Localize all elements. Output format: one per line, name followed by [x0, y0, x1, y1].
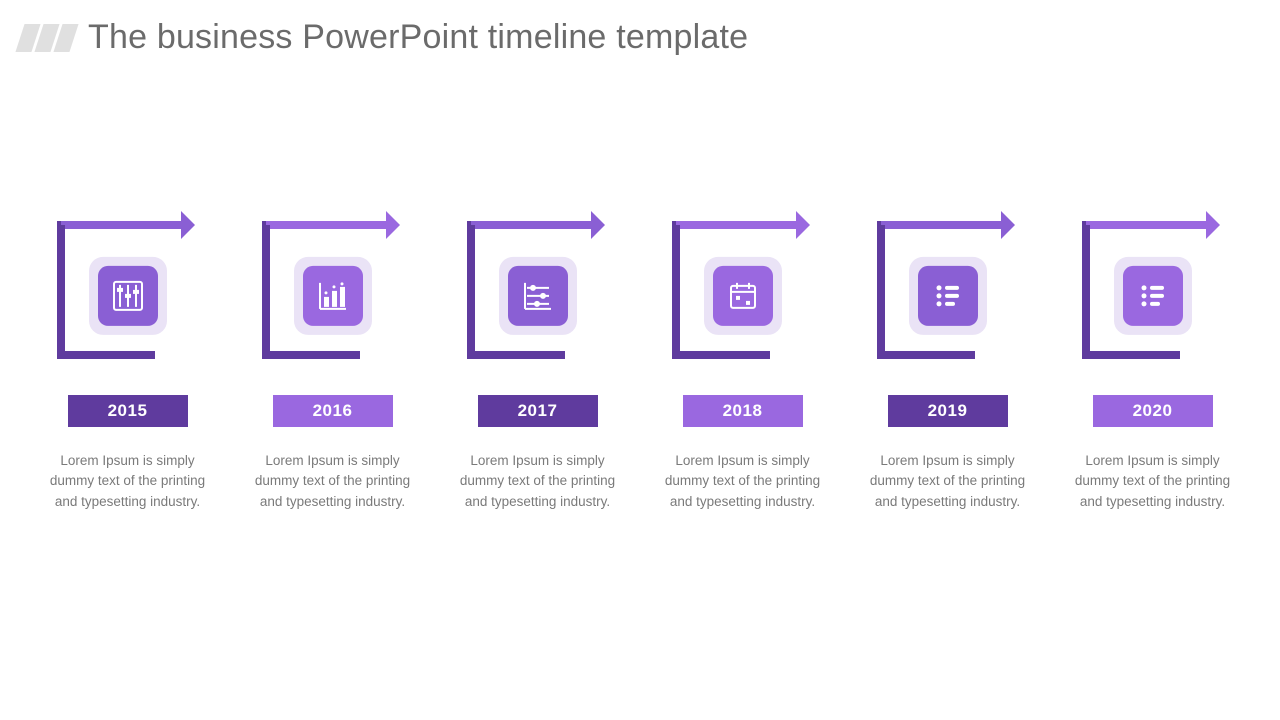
year-badge: 2016 — [273, 395, 393, 427]
timeline-frame — [43, 207, 213, 377]
timeline-description: Lorem Ipsum is simply dummy text of the … — [253, 451, 413, 512]
year-badge: 2015 — [68, 395, 188, 427]
icon-outer — [499, 257, 577, 335]
icon-outer — [89, 257, 167, 335]
slide-header: The business PowerPoint timeline templat… — [0, 0, 1280, 57]
timeline-description: Lorem Ipsum is simply dummy text of the … — [1073, 451, 1233, 512]
timeline-item: 2016 Lorem Ipsum is simply dummy text of… — [235, 207, 430, 512]
timeline-item: 2015 Lorem Ipsum is simply dummy text of… — [30, 207, 225, 512]
timeline-description: Lorem Ipsum is simply dummy text of the … — [663, 451, 823, 512]
icon-outer — [1114, 257, 1192, 335]
icon-outer — [704, 257, 782, 335]
timeline-frame — [658, 207, 828, 377]
timeline-icon-holder — [1114, 257, 1192, 335]
sliders-icon — [508, 266, 568, 326]
year-badge: 2017 — [478, 395, 598, 427]
timeline-frame — [863, 207, 1033, 377]
timeline-description: Lorem Ipsum is simply dummy text of the … — [868, 451, 1028, 512]
timeline-row: 2015 Lorem Ipsum is simply dummy text of… — [0, 57, 1280, 512]
timeline-item: 2018 Lorem Ipsum is simply dummy text of… — [645, 207, 840, 512]
year-badge: 2020 — [1093, 395, 1213, 427]
timeline-description: Lorem Ipsum is simply dummy text of the … — [458, 451, 618, 512]
timeline-icon-holder — [704, 257, 782, 335]
timeline-description: Lorem Ipsum is simply dummy text of the … — [48, 451, 208, 512]
icon-outer — [294, 257, 372, 335]
timeline-frame — [248, 207, 418, 377]
year-badge: 2018 — [683, 395, 803, 427]
calendar-icon — [713, 266, 773, 326]
bar-chart-icon — [303, 266, 363, 326]
timeline-icon-holder — [294, 257, 372, 335]
timeline-item: 2019 Lorem Ipsum is simply dummy text of… — [850, 207, 1045, 512]
slide-title: The business PowerPoint timeline templat… — [88, 18, 748, 57]
timeline-icon-holder — [89, 257, 167, 335]
list-icon — [1123, 266, 1183, 326]
year-badge: 2019 — [888, 395, 1008, 427]
timeline-frame — [1068, 207, 1238, 377]
timeline-icon-holder — [499, 257, 577, 335]
timeline-icon-holder — [909, 257, 987, 335]
timeline-item: 2017 Lorem Ipsum is simply dummy text of… — [440, 207, 635, 512]
list-icon — [918, 266, 978, 326]
icon-outer — [909, 257, 987, 335]
timeline-frame — [453, 207, 623, 377]
header-accent-bars — [20, 24, 74, 52]
timeline-item: 2020 Lorem Ipsum is simply dummy text of… — [1055, 207, 1250, 512]
abacus-icon — [98, 266, 158, 326]
